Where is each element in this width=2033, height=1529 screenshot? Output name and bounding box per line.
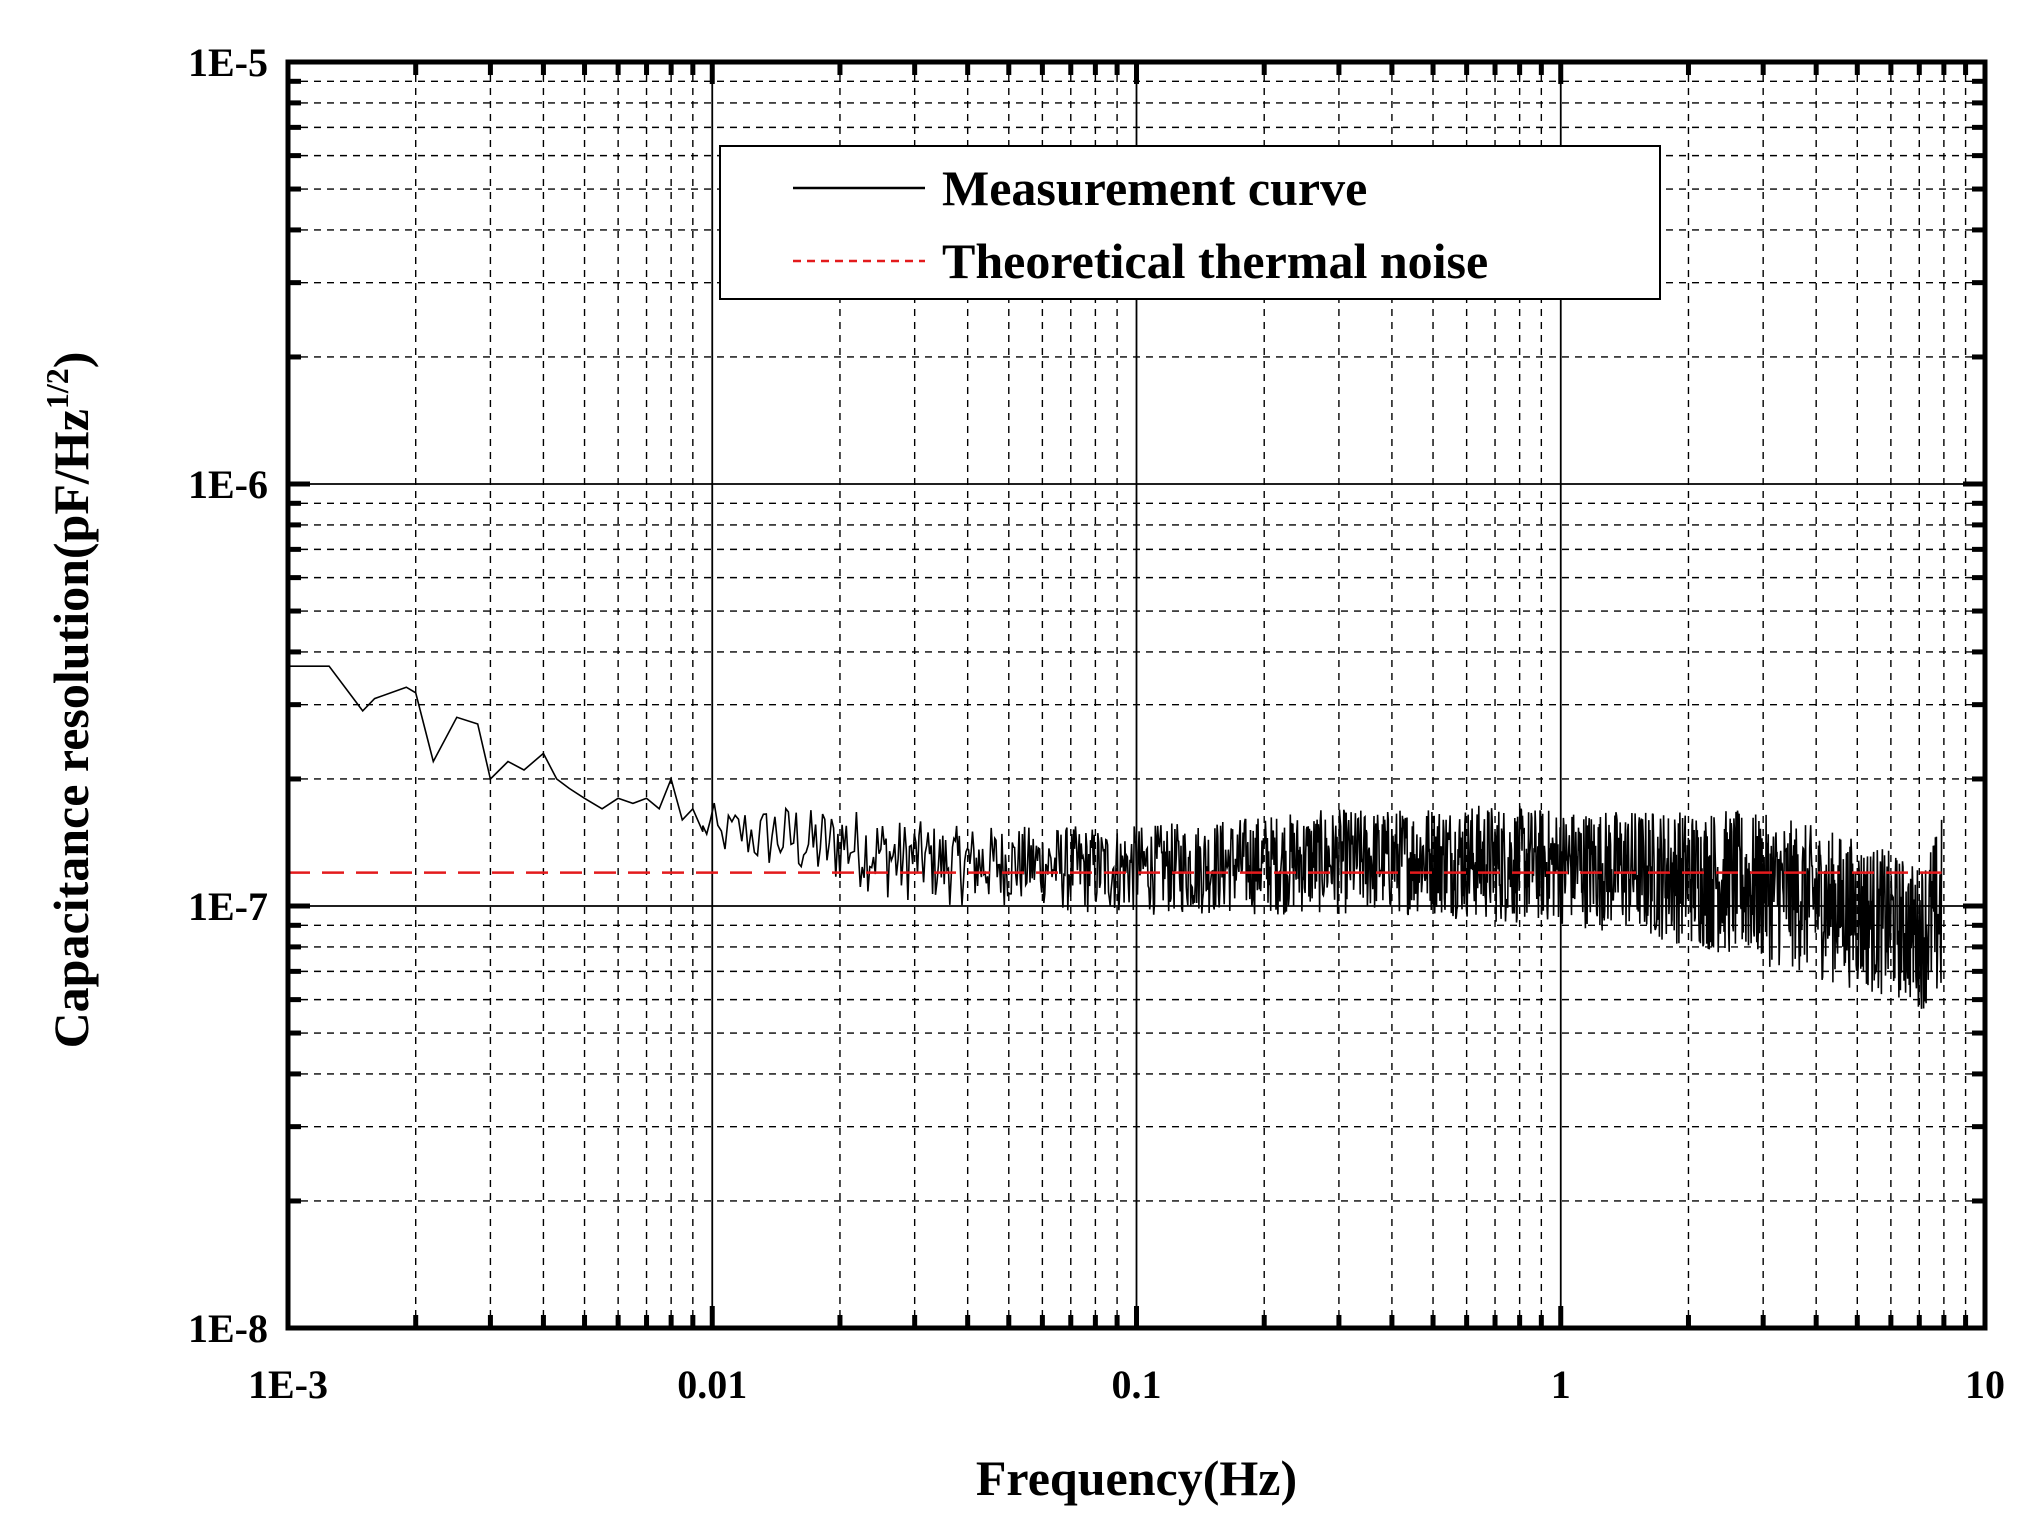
x-axis-title: Frequency(Hz): [976, 1450, 1297, 1506]
y-axis-title-close: ): [43, 352, 99, 369]
y-axis-title-superscript: 1/2: [39, 368, 75, 409]
y-tick-label: 1E-8: [188, 1306, 268, 1351]
measurement-curve: [288, 665, 1943, 1009]
x-tick-label: 1: [1551, 1362, 1571, 1407]
y-axis-title-main: Capacitance resolution(pF/Hz: [43, 409, 99, 1048]
x-tick-label: 1E-3: [248, 1362, 328, 1407]
legend: Measurement curve Theoretical thermal no…: [719, 145, 1661, 300]
legend-label-measurement: Measurement curve: [942, 160, 1367, 216]
x-tick-label: 0.01: [677, 1362, 747, 1407]
y-tick-label: 1E-7: [188, 884, 268, 929]
y-tick-label: 1E-5: [188, 40, 268, 85]
legend-box: [719, 145, 1661, 300]
ticks: 1E-3 0.01 0.1 1 10 1E-8 1E-7 1E-6 1E-5: [188, 40, 2005, 1407]
plot-area: [288, 665, 1943, 1009]
legend-label-thermal-noise: Theoretical thermal noise: [942, 233, 1488, 289]
y-tick-label: 1E-6: [188, 462, 268, 507]
x-tick-label: 0.1: [1112, 1362, 1162, 1407]
y-axis-title: Capacitance resolution(pF/Hz1/2): [39, 352, 99, 1049]
x-tick-label: 10: [1965, 1362, 2005, 1407]
